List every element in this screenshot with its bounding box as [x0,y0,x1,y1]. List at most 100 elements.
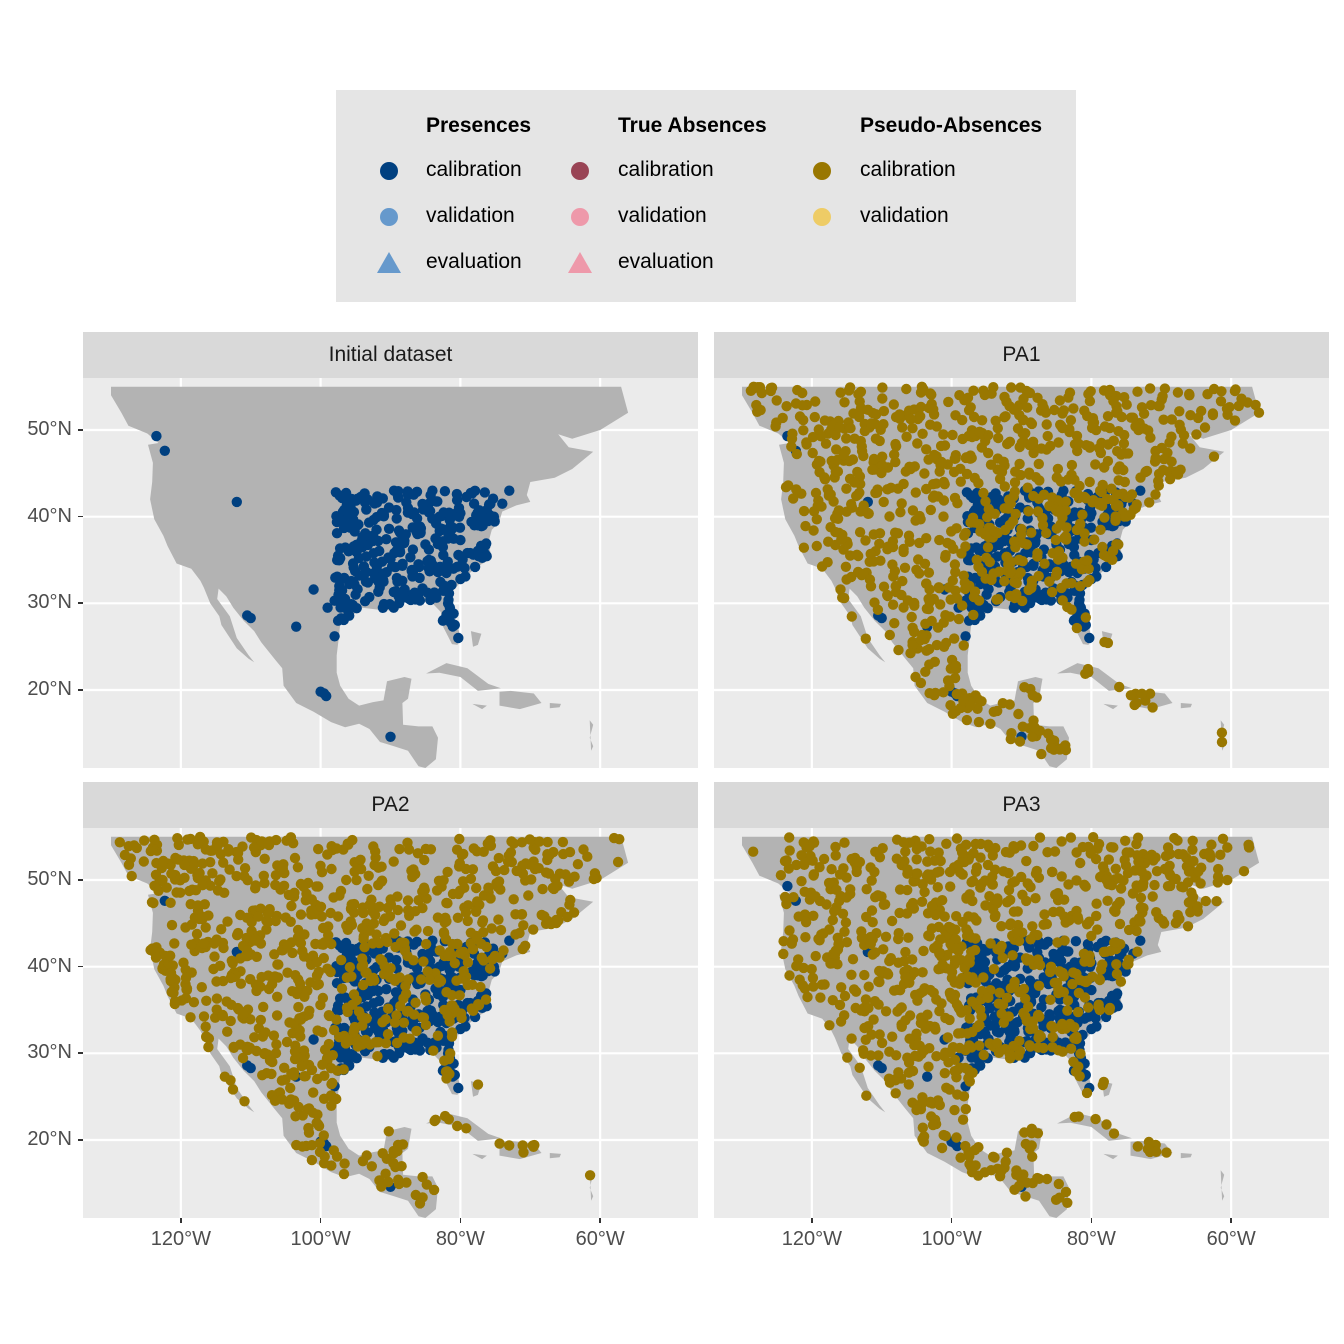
pseudo-absence-point [882,969,894,980]
pseudo-absence-point [242,1044,254,1056]
pseudo-absence-point [199,899,210,910]
pseudo-absence-point [777,412,788,424]
pseudo-absence-point [1138,408,1150,419]
pseudo-absence-point [442,866,453,878]
presence-point [351,546,362,558]
pseudo-absence-point [796,876,807,887]
pseudo-absence-point [361,1013,372,1024]
pseudo-absence-point [936,456,947,468]
x-tick-label: 60°W [1206,1228,1256,1250]
pseudo-absence-point [854,856,866,868]
pseudo-absence-point [964,1040,975,1051]
pseudo-absence-point [328,1145,339,1156]
pseudo-absence-point [957,916,968,928]
pseudo-absence-point [935,440,947,452]
presence-point [334,555,345,566]
x-tick-label: 100°W [921,1228,982,1250]
pseudo-absence-point [889,985,900,996]
presence-point [1084,632,1095,644]
pseudo-absence-point [441,1073,452,1084]
pseudo-absence-point [975,526,986,537]
pseudo-absence-point [876,467,887,479]
pseudo-absence-point [808,525,819,536]
pseudo-absence-point [1130,421,1141,432]
pseudo-absence-point [495,884,506,895]
pseudo-absence-point [373,1037,384,1048]
pseudo-absence-point [975,1004,986,1015]
pseudo-absence-point [1027,690,1038,701]
pseudo-absence-point [911,1104,922,1116]
pseudo-absence-point [884,511,895,522]
pseudo-absence-point [934,1099,945,1111]
pseudo-absence-point [315,901,327,912]
presence-point [245,612,256,624]
pseudo-absence-point [279,1062,290,1073]
pseudo-absence-point [1110,511,1121,522]
presence-point [451,495,463,506]
pseudo-absence-point [918,945,929,957]
x-tick-mark [599,1218,601,1223]
presence-point [1039,939,1050,950]
pseudo-absence-point [472,896,483,907]
pseudo-absence-point [1132,946,1143,957]
pseudo-absence-point [1127,888,1139,899]
pseudo-absence-point [1114,681,1125,693]
pseudo-absence-point [1133,856,1144,867]
pseudo-absence-point [1111,900,1123,911]
pseudo-absence-point [1144,383,1156,394]
pseudo-absence-point [973,1170,984,1181]
pseudo-absence-point [808,869,820,880]
pseudo-absence-point [951,1132,962,1143]
pseudo-absence-point [907,954,918,965]
pseudo-absence-point [833,939,844,950]
pseudo-absence-point [1046,586,1058,598]
pseudo-absence-point [476,952,487,963]
pseudo-absence-point [1074,581,1086,592]
pseudo-absence-point [811,514,822,525]
pseudo-absence-point [392,1146,403,1157]
pseudo-absence-point [921,444,932,455]
pseudo-absence-point [1064,387,1076,398]
pseudo-absence-point [511,865,522,877]
pseudo-absence-point [211,1004,222,1015]
pseudo-absence-point [1055,476,1067,487]
pseudo-absence-point [534,836,545,847]
pseudo-absence-point [413,895,424,906]
presence-point [466,488,478,499]
x-tick-mark [1090,1218,1093,1223]
presence-point [348,514,359,525]
pseudo-absence-point [166,868,177,879]
presence-point [999,964,1010,976]
presence-point [1100,561,1112,573]
pseudo-absence-point [960,1140,971,1152]
pseudo-absence-point [1057,408,1068,419]
presence-point [368,514,379,526]
pseudo-absence-point [834,999,846,1011]
pseudo-absence-point [1147,702,1158,713]
pseudo-absence-point [421,1179,432,1190]
pseudo-absence-point [876,1037,888,1049]
pseudo-absence-point [861,911,872,923]
pseudo-absence-point [846,1033,857,1044]
pseudo-absence-point [965,517,976,528]
pseudo-absence-point [528,924,539,935]
pseudo-absence-point [1166,414,1177,425]
pseudo-absence-point [1020,1138,1031,1150]
pseudo-absence-point [197,858,208,869]
pseudo-absence-point [1182,921,1194,932]
pseudo-absence-point [214,960,226,971]
pseudo-absence-point [900,846,911,857]
pseudo-absence-point [1025,934,1036,945]
presence-point [437,536,448,547]
pseudo-absence-point [432,912,444,923]
pseudo-absence-point [233,854,244,865]
legend-key-circle-icon [571,208,589,226]
pseudo-absence-point [968,609,979,621]
pseudo-absence-point [1082,975,1093,986]
pseudo-absence-point [971,915,982,926]
pseudo-absence-point [410,997,421,1008]
presence-point [453,549,464,561]
presence-point [407,509,418,520]
pseudo-absence-point [271,1039,282,1050]
legend-label-evaluation: evaluation [426,250,522,273]
